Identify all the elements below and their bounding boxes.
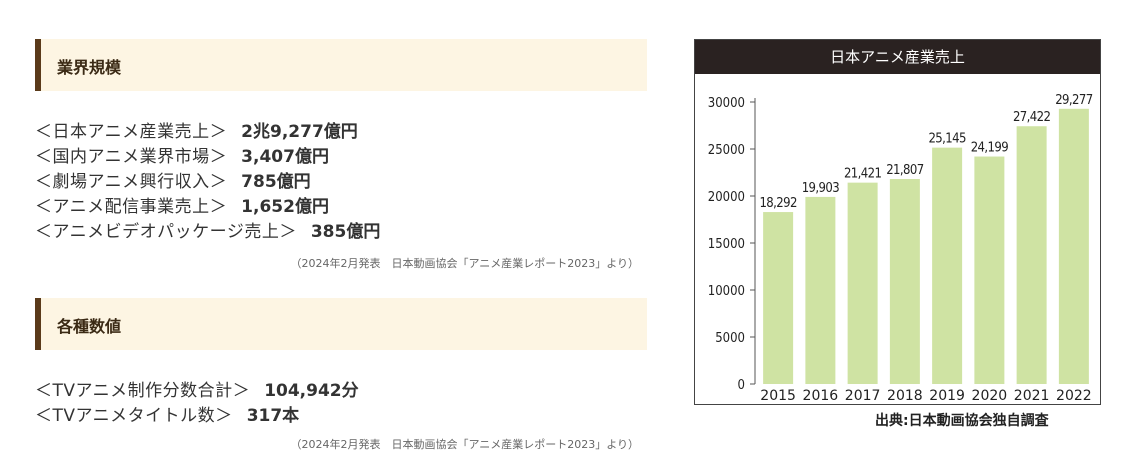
stat-label: ＜TVアニメ制作分数合計＞: [35, 381, 251, 401]
chart-source: 出典:日本動画協会独自調査: [875, 413, 1049, 429]
stat-row: ＜日本アニメ産業売上＞ 2兆9,277億円: [35, 117, 358, 142]
stat-value: 104,942分: [264, 381, 359, 401]
various-figures-heading: 各種数値: [57, 317, 122, 336]
sales-chart: 日本アニメ産業売上 0 5000 10000 15000 20000 25000 30000…: [694, 39, 1101, 405]
y-tick-label: 15000: [708, 237, 745, 252]
stat-value: 385億円: [310, 222, 381, 242]
stat-row: ＜アニメ配信事業売上＞ 1,652億円: [35, 192, 329, 217]
bar-value-label: 29,277: [1055, 93, 1092, 108]
bar-value-label: 27,422: [1013, 110, 1050, 125]
bar: [932, 147, 963, 384]
various-figures-header: 各種数値: [35, 298, 647, 350]
stat-value: 1,652億円: [241, 197, 329, 217]
bar-value-label: 25,145: [928, 132, 965, 147]
x-tick-label: 2022: [1056, 388, 1092, 404]
x-tick-label: 2021: [1014, 388, 1050, 404]
y-tick-label: 10000: [708, 284, 745, 299]
stat-label: ＜国内アニメ業界市場＞: [35, 147, 228, 167]
industry-scale-heading: 業界規模: [57, 58, 122, 77]
bar: [974, 156, 1005, 384]
industry-scale-source: （2024年2月発表 日本動画協会「アニメ産業レポート2023」より）: [290, 257, 639, 270]
chart-title: 日本アニメ産業売上: [695, 40, 1100, 74]
bar-value-label: 24,199: [971, 141, 1008, 156]
stat-value: 3,407億円: [241, 147, 329, 167]
bar: [847, 182, 878, 384]
bar: [1058, 108, 1089, 384]
stat-label: ＜アニメ配信事業売上＞: [35, 197, 228, 217]
y-tick-label: 0: [738, 378, 745, 393]
bar-value-label: 21,421: [844, 167, 881, 182]
y-tick-label: 30000: [708, 96, 745, 111]
stat-row: ＜アニメビデオパッケージ売上＞ 385億円: [35, 217, 380, 242]
x-tick-label: 2016: [803, 388, 839, 404]
stat-label: ＜日本アニメ産業売上＞: [35, 122, 228, 142]
various-figures-source: （2024年2月発表 日本動画協会「アニメ産業レポート2023」より）: [290, 438, 639, 451]
x-tick-label: 2017: [845, 388, 881, 404]
bar-value-label: 18,292: [759, 196, 796, 211]
x-tick-label: 2019: [929, 388, 965, 404]
chart-plot: 0 5000 10000 15000 20000 25000 30000 18,292 2015…: [708, 93, 1093, 404]
industry-scale-header: 業界規模: [35, 39, 647, 91]
x-tick-label: 2020: [972, 388, 1008, 404]
x-tick-label: 2015: [760, 388, 796, 404]
stat-value: 785億円: [241, 172, 311, 192]
y-tick-label: 20000: [708, 190, 745, 205]
stat-label: ＜劇場アニメ興行収入＞: [35, 172, 228, 192]
stat-row: ＜国内アニメ業界市場＞ 3,407億円: [35, 142, 329, 167]
bar-value-label: 21,807: [886, 163, 923, 178]
x-tick-label: 2018: [887, 388, 923, 404]
stat-value: 317本: [246, 406, 300, 426]
stat-row: ＜TVアニメタイトル数＞ 317本: [35, 401, 299, 426]
bar: [763, 212, 794, 384]
stat-label: ＜TVアニメタイトル数＞: [35, 406, 233, 426]
bar: [889, 179, 920, 384]
stat-label: ＜アニメビデオパッケージ売上＞: [35, 222, 297, 242]
y-tick-label: 25000: [708, 143, 745, 158]
stat-row: ＜TVアニメ制作分数合計＞ 104,942分: [35, 376, 359, 401]
y-tick-label: 5000: [715, 331, 745, 346]
stat-row: ＜劇場アニメ興行収入＞ 785億円: [35, 167, 311, 192]
bar-value-label: 19,903: [802, 181, 839, 196]
bar: [1016, 126, 1047, 384]
stat-value: 2兆9,277億円: [241, 122, 358, 142]
bar: [805, 196, 836, 384]
